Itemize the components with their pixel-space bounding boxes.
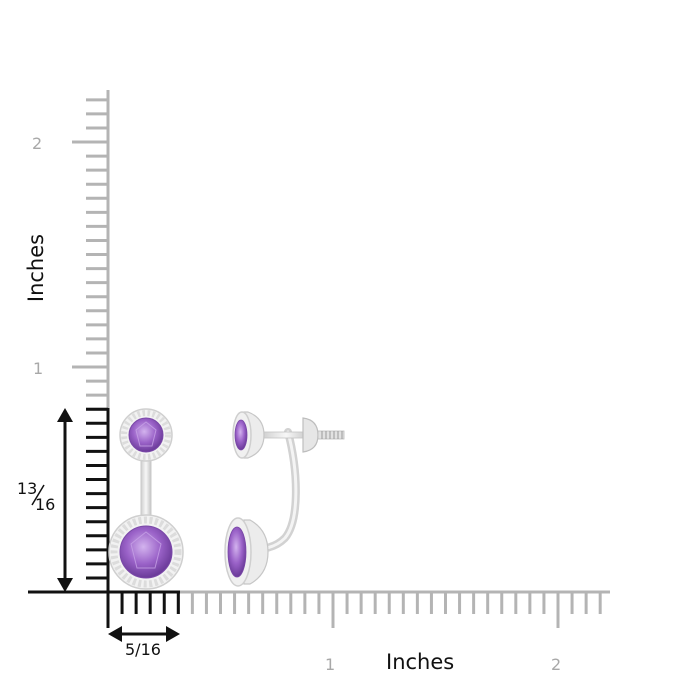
x-tick-label-2: 2: [551, 655, 562, 674]
horizontal-ruler-measured-segment: [28, 590, 180, 614]
horizontal-ruler: [176, 590, 610, 628]
earring-jackets-front-icon: [108, 408, 184, 590]
height-dimension-denominator: 16: [35, 495, 56, 514]
height-dimension-arrow: [57, 408, 73, 592]
height-dimension-numerator: 13: [17, 479, 38, 498]
y-axis-title: Inches: [24, 233, 48, 303]
y-tick-label-1: 1: [33, 359, 44, 378]
vertical-ruler-measured-segment: [86, 407, 110, 628]
width-dimension-label: 5/16: [125, 640, 161, 659]
vertical-ruler: [72, 90, 110, 411]
y-tick-label-2: 2: [32, 134, 43, 153]
width-dimension-arrow: [108, 626, 180, 642]
fraction-slash-icon: [31, 484, 45, 506]
x-tick-label-1: 1: [325, 655, 336, 674]
x-axis-title: Inches: [386, 650, 455, 674]
earring-jackets-side-icon: [224, 411, 345, 587]
